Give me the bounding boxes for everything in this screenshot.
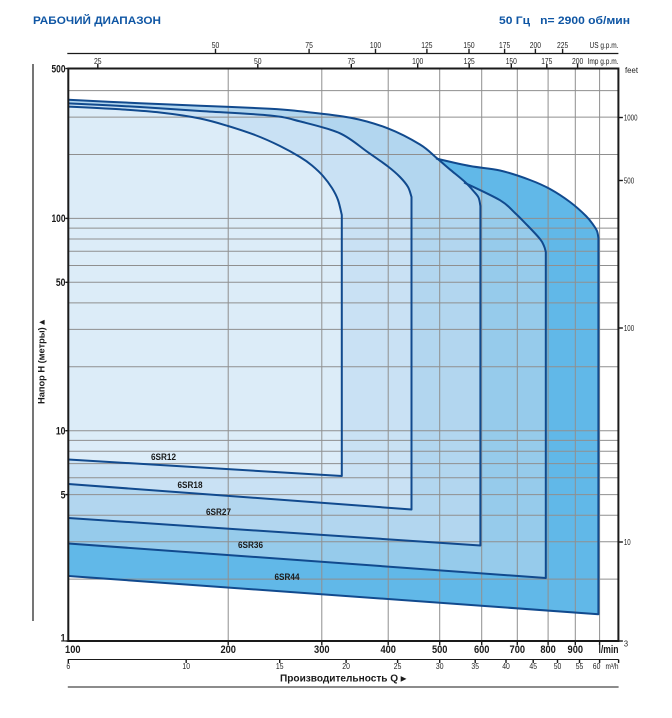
svg-text:200: 200 xyxy=(530,41,542,50)
svg-text:175: 175 xyxy=(541,57,553,66)
svg-text:6SR44: 6SR44 xyxy=(275,572,300,582)
svg-text:l/min: l/min xyxy=(599,644,619,656)
svg-text:30: 30 xyxy=(436,662,444,671)
svg-text:225: 225 xyxy=(557,41,569,50)
svg-text:75: 75 xyxy=(305,41,313,50)
svg-text:6: 6 xyxy=(66,662,70,671)
svg-text:50 Гц n= 2900 об/мин: 50 Гц n= 2900 об/мин xyxy=(499,15,630,27)
svg-text:200: 200 xyxy=(572,57,584,66)
svg-text:1000: 1000 xyxy=(624,114,638,123)
svg-text:50: 50 xyxy=(254,57,262,66)
svg-text:US g.p.m.: US g.p.m. xyxy=(590,41,619,50)
svg-text:15: 15 xyxy=(276,662,284,671)
svg-text:6SR27: 6SR27 xyxy=(206,507,231,517)
svg-text:125: 125 xyxy=(421,41,433,50)
svg-text:900: 900 xyxy=(568,644,584,656)
svg-text:25: 25 xyxy=(94,57,102,66)
svg-text:700: 700 xyxy=(510,644,526,656)
svg-text:500: 500 xyxy=(624,177,635,186)
svg-text:10: 10 xyxy=(56,426,66,438)
svg-text:100: 100 xyxy=(370,41,382,50)
svg-text:6SR12: 6SR12 xyxy=(151,452,176,462)
svg-text:3: 3 xyxy=(624,639,628,649)
svg-text:m³/h: m³/h xyxy=(606,662,619,671)
svg-text:50: 50 xyxy=(56,277,66,289)
svg-text:1: 1 xyxy=(61,632,66,644)
svg-text:55: 55 xyxy=(576,662,584,671)
svg-text:150: 150 xyxy=(506,57,518,66)
svg-text:20: 20 xyxy=(342,662,350,671)
svg-text:175: 175 xyxy=(499,41,511,50)
svg-text:100: 100 xyxy=(52,213,66,225)
svg-text:75: 75 xyxy=(348,57,356,66)
svg-text:150: 150 xyxy=(463,41,475,50)
svg-text:Производительность Q ▸: Производительность Q ▸ xyxy=(280,674,407,685)
svg-text:10: 10 xyxy=(624,538,631,547)
svg-text:500: 500 xyxy=(432,644,448,656)
svg-text:РАБОЧИЙ ДИАПАЗОН: РАБОЧИЙ ДИАПАЗОН xyxy=(33,14,161,27)
svg-text:45: 45 xyxy=(529,662,537,671)
svg-text:300: 300 xyxy=(314,644,330,656)
svg-text:50: 50 xyxy=(212,41,220,50)
svg-text:6SR18: 6SR18 xyxy=(178,480,203,490)
svg-text:125: 125 xyxy=(464,57,476,66)
svg-text:6SR36: 6SR36 xyxy=(238,540,263,550)
svg-text:800: 800 xyxy=(540,644,556,656)
svg-text:100: 100 xyxy=(65,644,81,656)
svg-text:500: 500 xyxy=(52,63,66,75)
svg-text:40: 40 xyxy=(502,662,510,671)
svg-text:10: 10 xyxy=(182,662,190,671)
svg-text:600: 600 xyxy=(474,644,490,656)
svg-text:feet: feet xyxy=(625,66,639,75)
svg-text:60: 60 xyxy=(593,662,601,671)
svg-text:25: 25 xyxy=(394,662,402,671)
svg-text:100: 100 xyxy=(624,324,635,333)
svg-text:35: 35 xyxy=(471,662,479,671)
svg-text:50: 50 xyxy=(554,662,562,671)
svg-text:Напор H (метры) ▴: Напор H (метры) ▴ xyxy=(37,319,48,404)
svg-text:5: 5 xyxy=(61,489,66,501)
svg-text:200: 200 xyxy=(220,644,236,656)
svg-text:Imp g.p.m.: Imp g.p.m. xyxy=(588,57,619,66)
svg-text:100: 100 xyxy=(412,57,424,66)
svg-text:400: 400 xyxy=(380,644,396,656)
